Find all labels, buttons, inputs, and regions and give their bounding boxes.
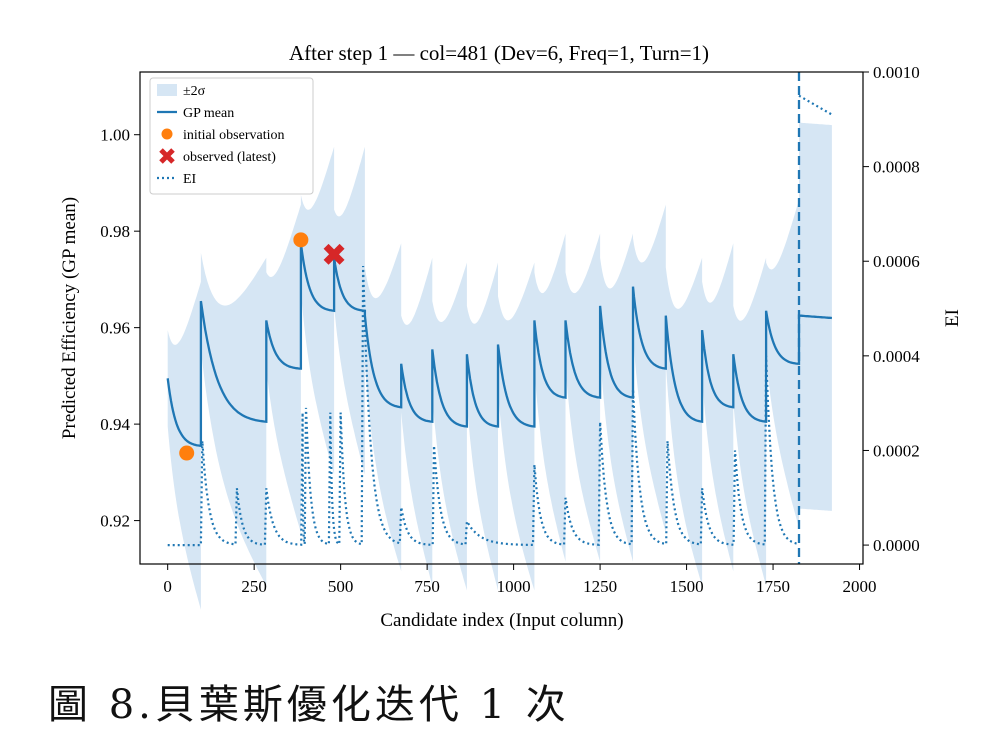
- band-area: [167, 146, 799, 610]
- x-axis-label: Candidate index (Input column): [380, 610, 623, 631]
- observation-points: [179, 232, 345, 461]
- x-tick-label: 750: [414, 577, 440, 596]
- legend-label: GP mean: [183, 106, 234, 121]
- y-left-tick-label: 0.96: [100, 319, 130, 338]
- initial-observation-point: [293, 232, 309, 248]
- y-left-tick-label: 0.94: [100, 415, 130, 434]
- latest-observation-point: [323, 243, 345, 265]
- gp-mean-series: [166, 243, 833, 448]
- y-axis-right-label: EI: [942, 309, 963, 327]
- legend-swatch-dot: [161, 128, 173, 140]
- legend-label: EI: [183, 172, 197, 187]
- x-tick-label: 500: [328, 577, 354, 596]
- legend-item: GP mean: [157, 106, 234, 121]
- x-tick-label: 250: [241, 577, 267, 596]
- y-axis-left: 0.92 0.94 0.96 0.98 1.00: [100, 126, 140, 531]
- y-axis-right: 0.0000 0.0002 0.0004 0.0006 0.0008 0.0010: [863, 63, 920, 555]
- x-tick-label: 0: [163, 577, 172, 596]
- x-tick-label: 1750: [756, 577, 790, 596]
- legend-label: initial observation: [183, 128, 284, 143]
- x-axis: 0 250 500 750 1000 1250 1500 1750 2000: [163, 564, 877, 596]
- initial-observation-point: [179, 445, 195, 461]
- legend-item: observed (latest): [159, 148, 276, 165]
- y-right-tick-label: 0.0002: [873, 441, 920, 460]
- y-right-tick-label: 0.0004: [873, 347, 920, 366]
- y-right-tick-label: 0.0010: [873, 63, 920, 82]
- chart: After step 1 — col=481 (Dev=6, Freq=1, T…: [59, 41, 963, 631]
- legend-item: ±2σ: [157, 84, 206, 99]
- x-tick-label: 2000: [843, 577, 877, 596]
- legend-swatch-band: [157, 84, 177, 96]
- y-left-tick-label: 0.98: [100, 222, 130, 241]
- gp-mean-line: [166, 243, 833, 448]
- plot-frame: [139, 71, 864, 565]
- x-tick-label: 1250: [583, 577, 617, 596]
- figure-caption: 圖 8.貝葉斯優化迭代 1 次: [48, 682, 570, 728]
- ei-line-tail: [798, 94, 833, 116]
- y-right-tick-label: 0.0008: [873, 158, 920, 177]
- legend-item: EI: [157, 172, 197, 187]
- legend-swatch-cross: [159, 148, 175, 164]
- x-tick-label: 1000: [497, 577, 531, 596]
- y-left-tick-label: 1.00: [100, 126, 130, 145]
- y-left-tick-label: 0.92: [100, 512, 130, 531]
- y-right-tick-label: 0.0000: [873, 536, 920, 555]
- legend-item: initial observation: [161, 128, 284, 143]
- x-tick-label: 1500: [670, 577, 704, 596]
- y-axis-left-label: Predicted Efficiency (GP mean): [59, 197, 80, 439]
- legend-box: [149, 77, 314, 195]
- ei-series: [167, 94, 833, 548]
- y-right-tick-label: 0.0006: [873, 252, 920, 271]
- chart-title: After step 1 — col=481 (Dev=6, Freq=1, T…: [289, 41, 709, 65]
- legend-label: ±2σ: [183, 84, 206, 99]
- legend: ±2σ GP mean initial observation observed (l…: [149, 77, 314, 195]
- legend-label: observed (latest): [183, 150, 276, 165]
